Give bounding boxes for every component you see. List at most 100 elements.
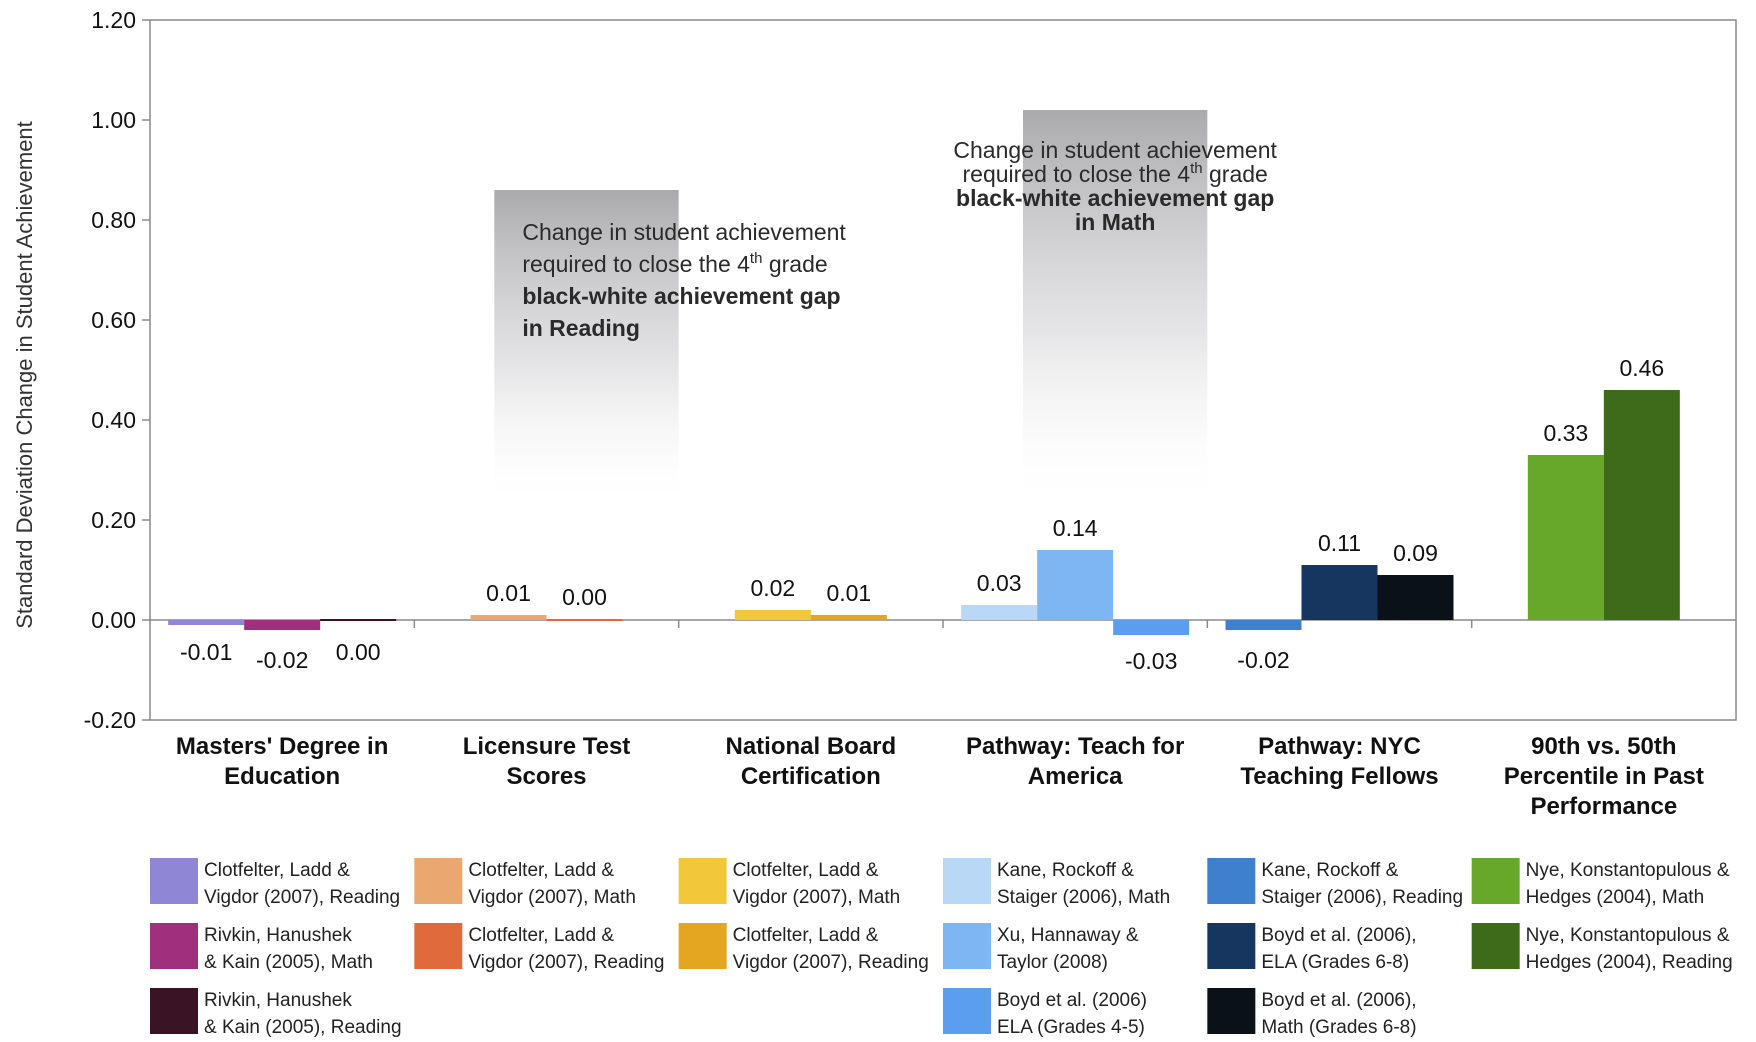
y-tick-label: -0.20: [84, 707, 136, 733]
legend-label: Taylor (2008): [997, 952, 1108, 973]
category-label: Masters' Degree in: [176, 733, 388, 760]
category-label: Scores: [506, 763, 586, 790]
legend-swatch: [150, 858, 198, 904]
legend-label: Vigdor (2007), Reading: [204, 887, 400, 908]
legend-label: Vigdor (2007), Math: [733, 887, 901, 908]
data-label: 0.11: [1318, 530, 1361, 556]
axes: 1.20 1.00 0.80 0.60 0.40 0.20 0.00 -0.20 Standar…: [12, 7, 1737, 733]
legend-label: Rivkin, Hanushek: [204, 925, 352, 946]
legend-label: Staiger (2006), Reading: [1261, 887, 1463, 908]
legend-label: Boyd et al. (2006),: [1261, 925, 1416, 946]
category-label: Certification: [741, 763, 881, 790]
category-label: Pathway: NYC: [1258, 733, 1421, 760]
category-label: Percentile in Past: [1504, 763, 1704, 790]
data-label: -0.02: [1237, 647, 1289, 673]
legend-label: Boyd et al. (2006),: [1261, 990, 1416, 1011]
legend-swatch: [414, 923, 463, 969]
data-label: 0.00: [336, 639, 381, 665]
legend-label: Xu, Hannaway &: [997, 925, 1139, 946]
data-label: -0.03: [1125, 648, 1177, 674]
legend-swatch: [150, 988, 198, 1034]
gap-box-text: Change in student achievement: [522, 219, 846, 245]
y-axis-label: Standard Deviation Change in Student Ach…: [12, 121, 37, 629]
gap-box-text: in Math: [1075, 209, 1156, 235]
category-labels: Masters' Degree in Education Licensure Tes…: [176, 733, 1704, 820]
bar: [320, 619, 397, 621]
legend-swatch: [1207, 923, 1256, 969]
legend: Clotfelter, Ladd & Vigdor (2007), Reading…: [150, 858, 1733, 1038]
category-label: Performance: [1530, 793, 1677, 820]
legend-swatch: [943, 923, 991, 969]
bars: [168, 390, 1680, 635]
legend-swatch: [414, 858, 463, 904]
legend-label: Rivkin, Hanushek: [204, 990, 352, 1011]
bar: [961, 605, 1038, 620]
legend-label: Hedges (2004), Math: [1526, 887, 1705, 908]
bar: [1113, 620, 1190, 635]
y-tick-label: 0.60: [91, 307, 136, 333]
legend-label: Clotfelter, Ladd &: [468, 925, 614, 946]
legend-label: ELA (Grades 4-5): [997, 1017, 1145, 1038]
data-label: -0.02: [256, 647, 308, 673]
legend-label: Staiger (2006), Math: [997, 887, 1170, 908]
bar: [1037, 550, 1114, 620]
gap-box-text: Change in student achievement: [953, 137, 1277, 163]
gap-box-text: required to close the 4th grade: [522, 250, 827, 277]
bar: [1527, 455, 1604, 620]
category-label: National Board: [725, 733, 896, 760]
legend-label: Clotfelter, Ladd &: [733, 925, 879, 946]
data-label: 0.46: [1619, 355, 1664, 381]
legend-label: Vigdor (2007), Reading: [733, 952, 929, 973]
y-tick-label: 1.20: [91, 7, 136, 33]
bar: [1225, 620, 1302, 630]
gap-box: [1023, 110, 1208, 510]
category-label: Pathway: Teach for: [966, 733, 1184, 760]
gap-box-text: black-white achievement gap: [522, 283, 840, 309]
bar: [1377, 575, 1454, 620]
category-label: America: [1028, 763, 1123, 790]
legend-label: Clotfelter, Ladd &: [204, 860, 350, 881]
legend-label: Vigdor (2007), Math: [468, 887, 636, 908]
data-label: 0.14: [1053, 515, 1098, 541]
data-label: 0.01: [826, 580, 871, 606]
legend-label: Kane, Rockoff &: [997, 860, 1134, 881]
bar: [470, 615, 547, 620]
bar: [244, 620, 321, 630]
y-tick-label: 1.00: [91, 107, 136, 133]
data-label: -0.01: [180, 639, 232, 665]
legend-swatch: [943, 858, 991, 904]
legend-label: Hedges (2004), Reading: [1526, 952, 1733, 973]
legend-swatch: [1207, 988, 1256, 1034]
bar: [734, 610, 811, 620]
gap-box: [494, 190, 679, 510]
data-label: 0.03: [977, 570, 1022, 596]
y-tick-label: 0.00: [91, 607, 136, 633]
category-label: Teaching Fellows: [1240, 763, 1438, 790]
gap-box-text: in Reading: [522, 315, 640, 341]
legend-swatch: [1207, 858, 1256, 904]
y-tick-label: 0.40: [91, 407, 136, 433]
category-label: Licensure Test: [463, 733, 631, 760]
gap-box-text: required to close the 4th grade: [963, 160, 1268, 187]
data-label: 0.09: [1393, 540, 1438, 566]
legend-label: Nye, Konstantopulous &: [1526, 860, 1730, 881]
legend-label: Clotfelter, Ladd &: [733, 860, 879, 881]
category-label: Education: [224, 763, 340, 790]
bar: [810, 615, 887, 620]
data-label: 0.02: [750, 575, 795, 601]
bar: [1301, 565, 1378, 620]
legend-label: Vigdor (2007), Reading: [468, 952, 664, 973]
legend-label: Nye, Konstantopulous &: [1526, 925, 1730, 946]
legend-swatch: [150, 923, 198, 969]
data-labels: -0.01 -0.02 0.00 0.01 0.00 0.02 0.01 0.03 0.14 -0…: [180, 355, 1664, 674]
data-label: 0.01: [486, 580, 531, 606]
bar: [1603, 390, 1680, 620]
legend-label: Boyd et al. (2006): [997, 990, 1147, 1011]
data-label: 0.00: [562, 584, 607, 610]
legend-swatch: [1471, 923, 1520, 969]
category-label: 90th vs. 50th: [1531, 733, 1676, 760]
legend-swatch: [678, 923, 727, 969]
legend-swatch: [678, 858, 727, 904]
